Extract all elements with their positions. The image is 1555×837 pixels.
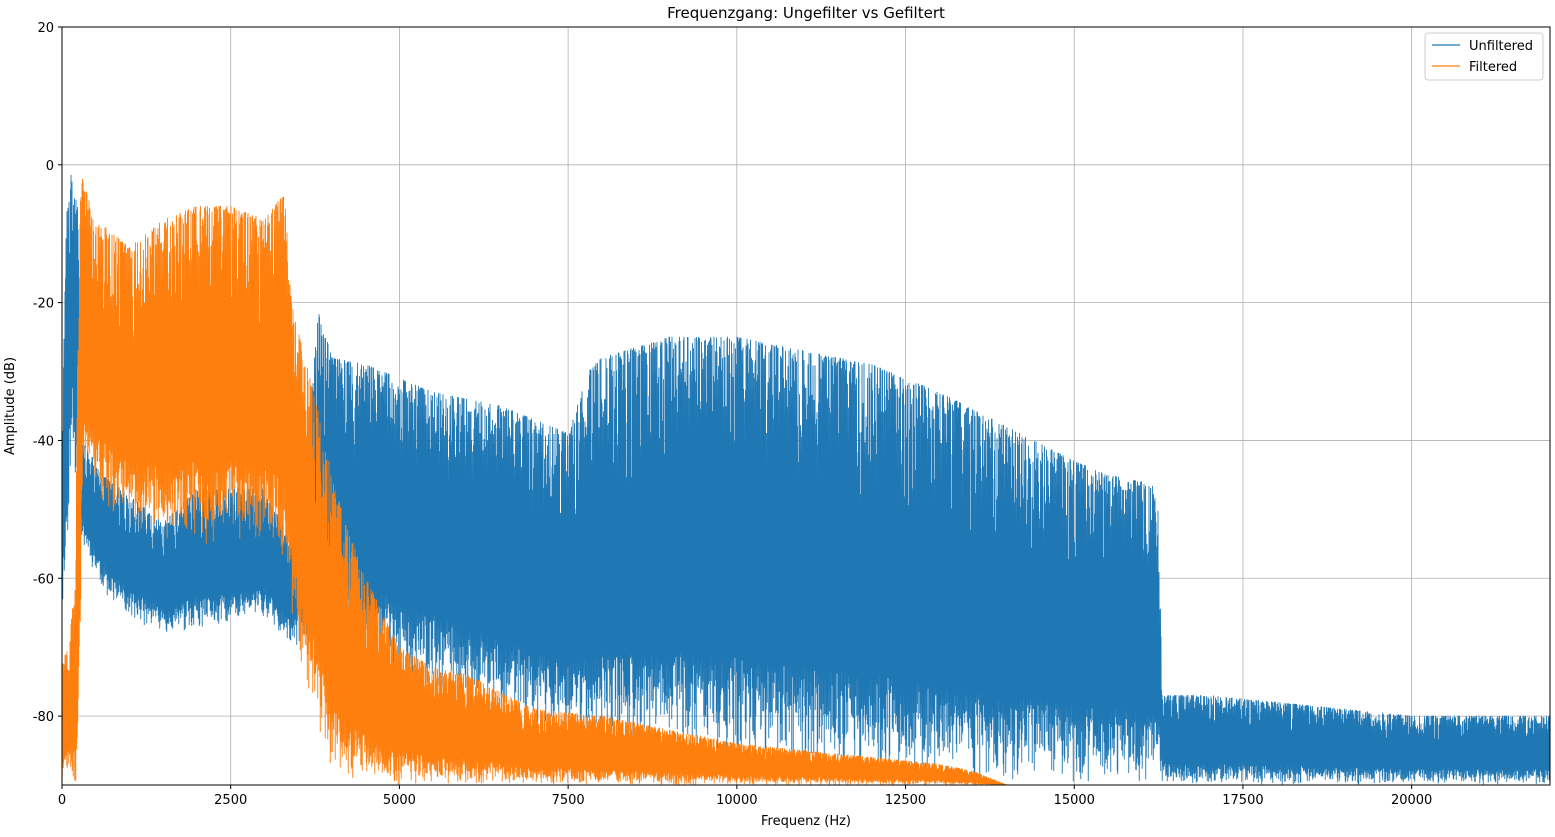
x-tick-label: 15000 (1054, 793, 1095, 808)
x-tick-label: 20000 (1391, 793, 1432, 808)
chart-title: Frequenzgang: Ungefilter vs Gefiltert (667, 4, 945, 22)
y-tick-label: -40 (33, 434, 54, 449)
x-tick-label: 17500 (1222, 793, 1263, 808)
x-tick-label: 12500 (885, 793, 926, 808)
x-tick-label: 7500 (552, 793, 585, 808)
y-tick-label: 0 (46, 159, 54, 174)
legend-label-unfiltered: Unfiltered (1469, 39, 1533, 54)
x-tick-label: 2500 (214, 793, 247, 808)
x-axis-label: Frequenz (Hz) (761, 814, 851, 829)
series-layer (62, 174, 1550, 785)
y-axis-label: Amplitude (dB) (3, 357, 18, 455)
x-tick-label: 5000 (383, 793, 416, 808)
legend-label-filtered: Filtered (1469, 60, 1517, 75)
ticks: 0 2500 5000 7500 10000 12500 15000 17500 20000 20… (33, 21, 1433, 808)
y-tick-label: -80 (33, 710, 54, 725)
series-line-filtered (62, 178, 1007, 785)
y-tick-label: 20 (37, 21, 54, 36)
legend: Unfiltered Filtered (1424, 32, 1544, 81)
y-tick-label: -20 (33, 297, 54, 312)
x-tick-label: 0 (58, 793, 66, 808)
plot-frame (61, 26, 1551, 786)
y-tick-label: -60 (33, 572, 54, 587)
x-tick-label: 10000 (716, 793, 757, 808)
